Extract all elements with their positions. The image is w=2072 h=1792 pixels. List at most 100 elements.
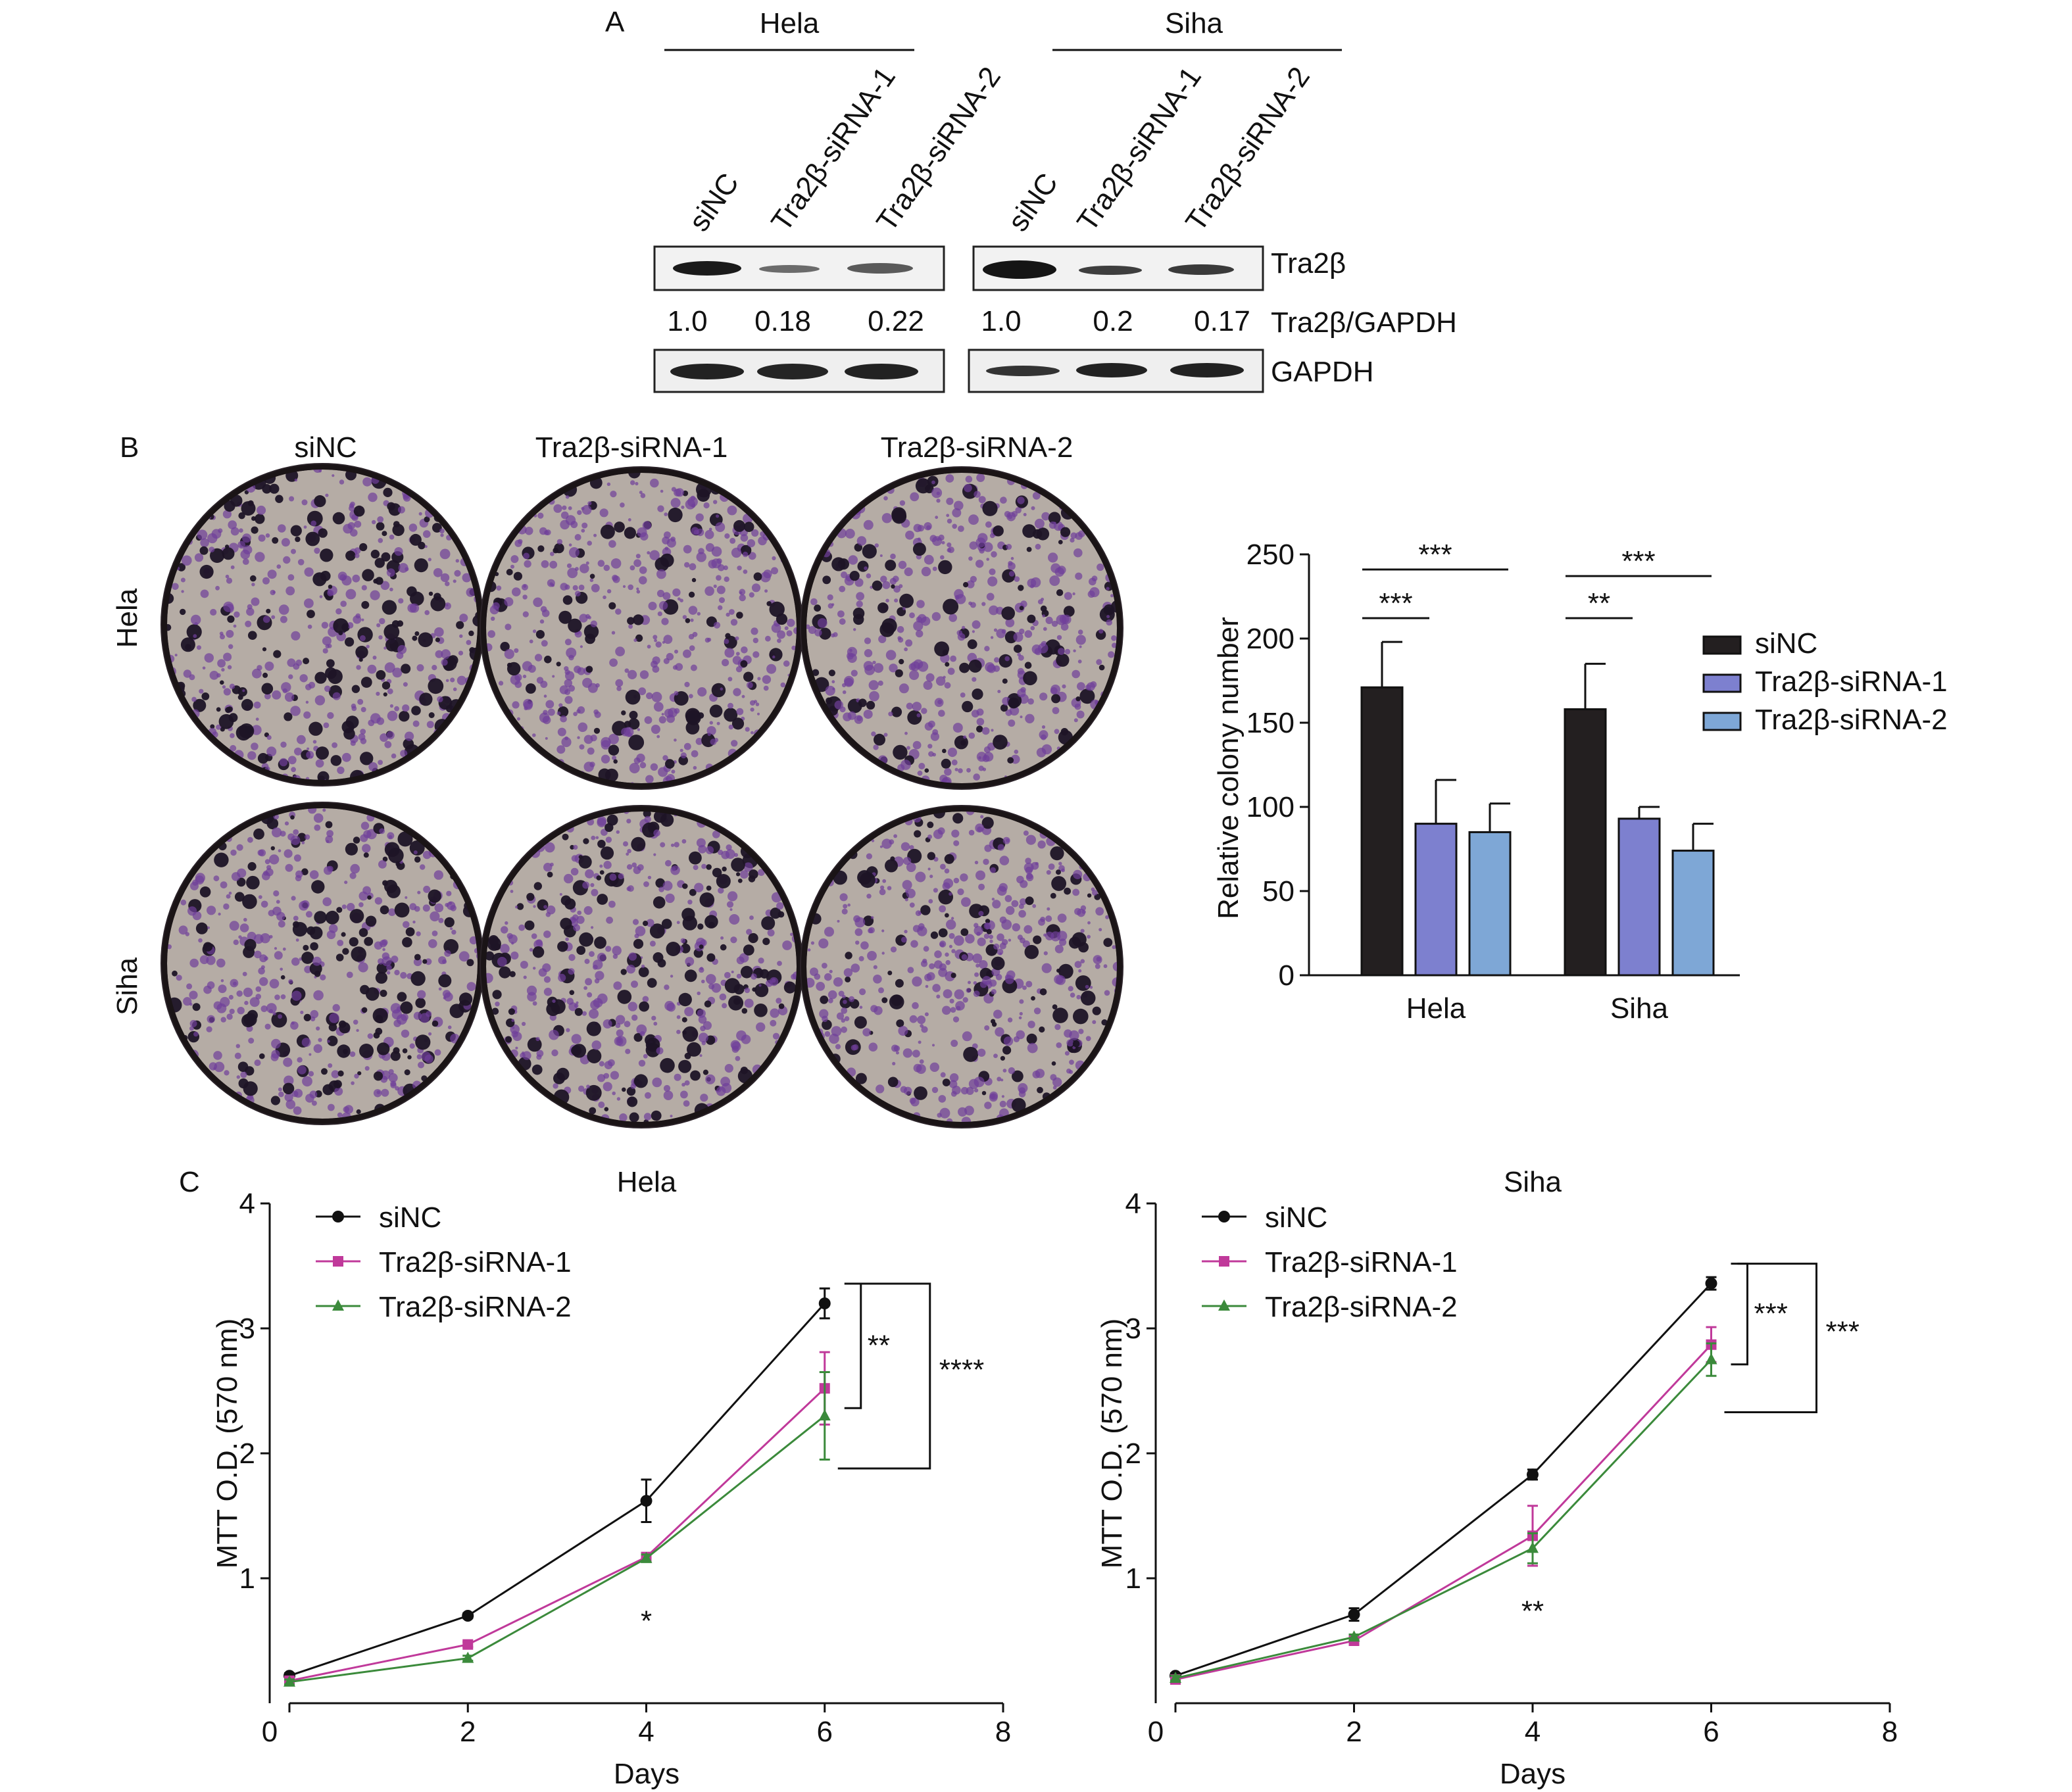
colony bbox=[1062, 684, 1066, 689]
colony bbox=[1002, 678, 1008, 684]
colony bbox=[252, 668, 262, 679]
colony bbox=[334, 1087, 343, 1096]
colony bbox=[428, 889, 441, 903]
colony bbox=[537, 899, 549, 911]
colony bbox=[420, 864, 426, 870]
colony bbox=[577, 510, 582, 516]
colony bbox=[749, 592, 754, 598]
colony bbox=[266, 735, 272, 740]
colony bbox=[985, 919, 991, 924]
colony bbox=[858, 698, 867, 708]
colony bbox=[380, 581, 390, 591]
colony bbox=[537, 545, 545, 552]
colony bbox=[895, 669, 903, 677]
colony bbox=[949, 932, 955, 939]
colony bbox=[921, 708, 927, 714]
blot-band bbox=[1170, 363, 1244, 377]
colony bbox=[381, 939, 388, 946]
significance-bracket bbox=[1724, 1263, 1817, 1413]
colony bbox=[393, 521, 400, 527]
colony bbox=[634, 933, 639, 938]
colony bbox=[997, 1077, 1002, 1082]
colony bbox=[986, 558, 989, 561]
colony bbox=[282, 688, 287, 694]
colony bbox=[758, 869, 765, 876]
colony bbox=[822, 1015, 828, 1023]
colony bbox=[336, 907, 343, 913]
colony bbox=[952, 813, 964, 824]
colony bbox=[359, 635, 366, 641]
colony bbox=[633, 1074, 648, 1088]
colony bbox=[533, 967, 536, 970]
colony bbox=[643, 1113, 652, 1121]
colony bbox=[404, 1069, 410, 1076]
colony bbox=[758, 984, 762, 987]
colony bbox=[638, 687, 647, 696]
colony bbox=[505, 921, 508, 925]
colony bbox=[818, 938, 829, 949]
colony bbox=[1012, 923, 1021, 932]
data-point bbox=[640, 1495, 653, 1507]
colony bbox=[589, 951, 595, 957]
colony bbox=[506, 932, 513, 939]
colony bbox=[974, 972, 979, 977]
colony bbox=[968, 1078, 979, 1090]
colony bbox=[351, 703, 357, 709]
colony bbox=[291, 631, 301, 641]
colony bbox=[577, 736, 580, 739]
colony bbox=[541, 640, 548, 647]
colony bbox=[264, 662, 274, 671]
colony bbox=[644, 815, 651, 823]
colony bbox=[737, 566, 742, 571]
colony bbox=[276, 900, 280, 904]
colony bbox=[315, 759, 324, 768]
colony bbox=[936, 498, 941, 503]
colony bbox=[947, 667, 955, 675]
colony bbox=[293, 663, 300, 670]
colony bbox=[444, 950, 451, 957]
colony bbox=[535, 1036, 540, 1042]
colony bbox=[564, 898, 576, 910]
colony bbox=[776, 998, 782, 1004]
colony bbox=[1075, 975, 1091, 991]
colony bbox=[276, 911, 285, 921]
significance-label: ** bbox=[1521, 1595, 1544, 1627]
colony bbox=[242, 971, 247, 977]
colony bbox=[829, 969, 833, 973]
colony bbox=[216, 724, 222, 730]
colony bbox=[325, 493, 329, 497]
colony bbox=[372, 520, 376, 525]
colony bbox=[658, 715, 666, 724]
colony bbox=[262, 616, 270, 623]
colony bbox=[639, 532, 649, 541]
colony bbox=[1010, 556, 1014, 560]
significance-bracket bbox=[837, 1282, 931, 1470]
colony bbox=[578, 855, 592, 869]
bar-y-tick-label: 200 bbox=[1246, 623, 1295, 655]
colony bbox=[293, 1106, 302, 1115]
colony bbox=[566, 1028, 570, 1032]
colony bbox=[697, 712, 704, 719]
colony bbox=[772, 1032, 780, 1040]
colony bbox=[396, 652, 404, 660]
colony bbox=[365, 915, 377, 927]
colony bbox=[558, 610, 572, 624]
colony bbox=[1016, 875, 1024, 884]
lane-label: siNC bbox=[683, 168, 745, 237]
colony bbox=[963, 735, 967, 739]
colony bbox=[1063, 606, 1075, 617]
colony bbox=[278, 1014, 282, 1019]
colony bbox=[736, 708, 744, 715]
plate-column-label: Tra2β-siRNA-2 bbox=[881, 431, 1073, 464]
plate-edge bbox=[481, 806, 802, 1127]
colony bbox=[227, 615, 235, 623]
colony bbox=[1054, 944, 1064, 954]
colony bbox=[287, 756, 297, 765]
colony bbox=[952, 723, 963, 733]
colony bbox=[180, 577, 185, 583]
colony bbox=[864, 649, 873, 658]
colony bbox=[851, 669, 858, 677]
colony bbox=[1066, 1068, 1072, 1074]
colony bbox=[1096, 956, 1102, 962]
colony bbox=[280, 831, 286, 837]
